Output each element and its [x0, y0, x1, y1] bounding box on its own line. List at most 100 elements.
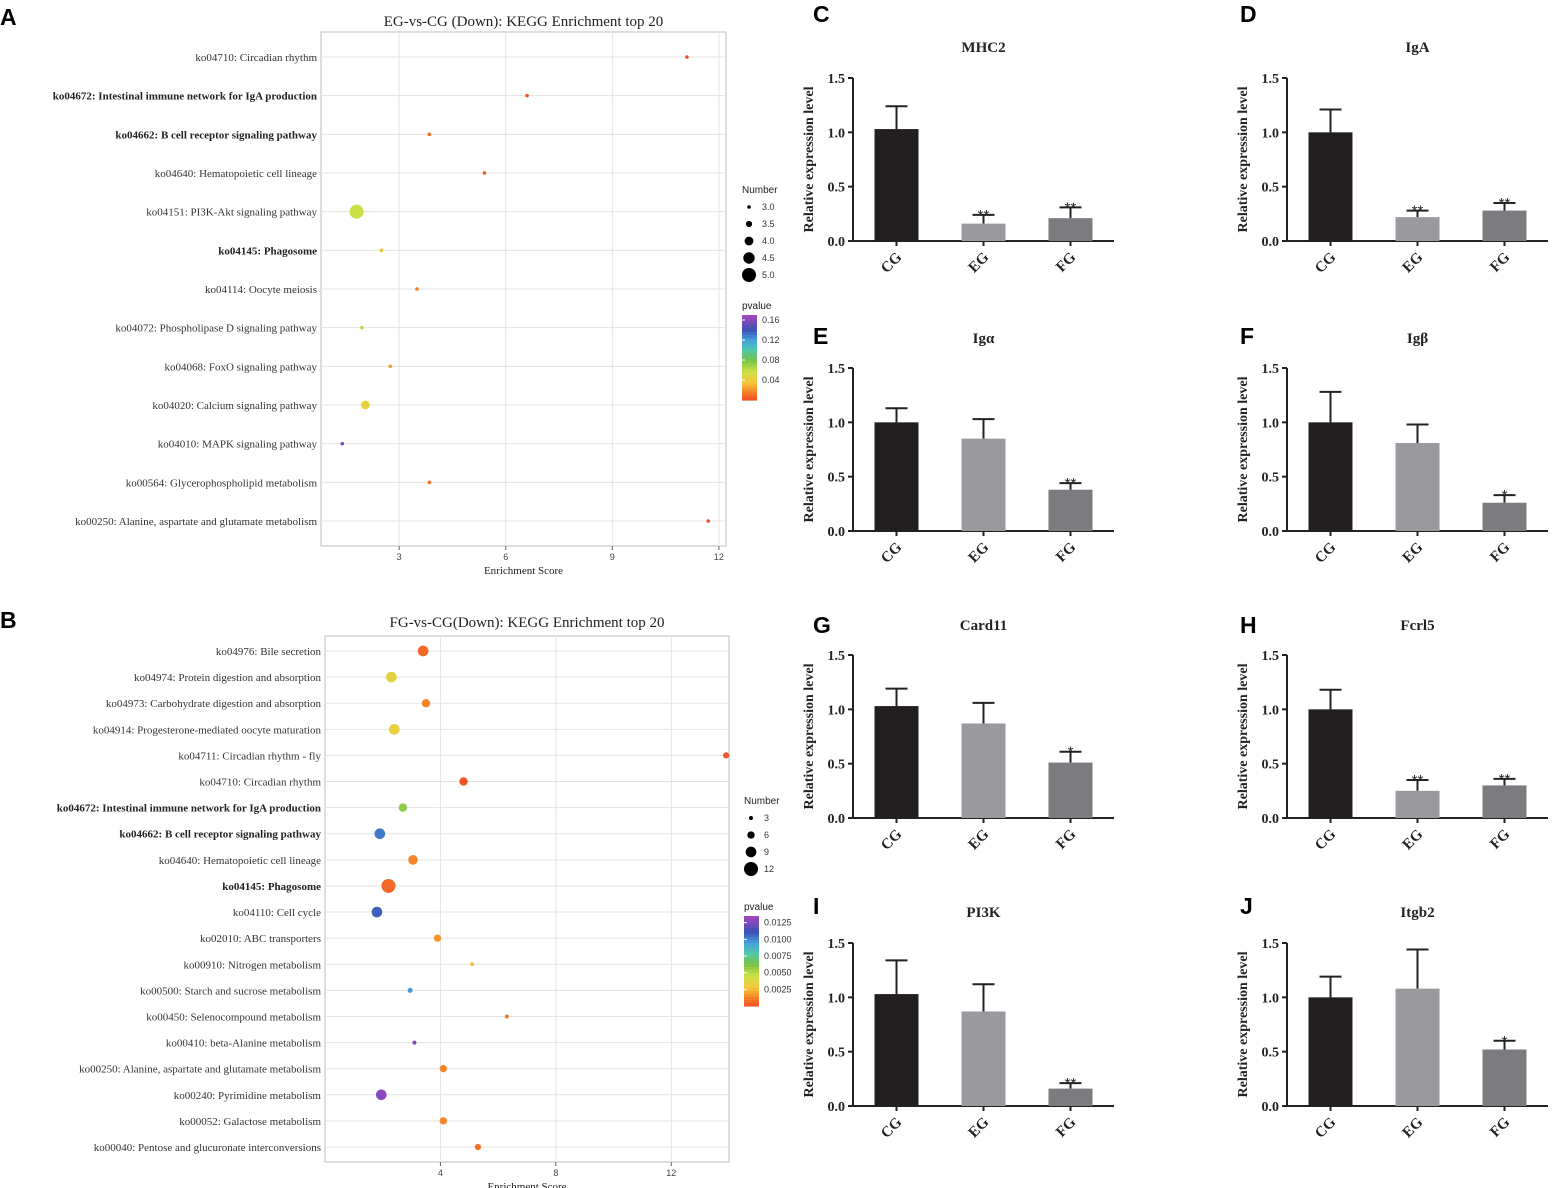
color-legend-swatch: [744, 946, 759, 950]
point-ko04976: [417, 645, 429, 657]
y-tick-label: 0.0: [828, 235, 846, 250]
point-ko04068: [388, 364, 393, 369]
pathway-label-ko00240: ko00240: Pyrimidine metabolism: [174, 1090, 322, 1102]
panel-label: J: [1240, 893, 1253, 919]
x-tick-label-eg: EG: [966, 539, 993, 566]
significance-mark-fg: *: [1502, 487, 1508, 504]
color-legend-swatch: [742, 315, 757, 319]
y-axis-label: Relative expression level: [1236, 951, 1251, 1097]
color-legend-swatch: [742, 394, 757, 398]
x-tick-label-cg: CG: [878, 249, 905, 276]
color-legend-swatch: [744, 1003, 759, 1007]
y-tick-label: 0.0: [828, 1100, 846, 1115]
significance-mark-fg: *: [1502, 1033, 1508, 1050]
y-tick-label: 0.5: [1262, 758, 1280, 773]
y-tick-label: 0.0: [1262, 525, 1280, 540]
size-legend-title: Number: [744, 796, 780, 807]
color-legend-swatch: [742, 332, 757, 336]
color-legend-swatch: [744, 958, 759, 962]
bar-eg: [961, 723, 1006, 818]
pathway-label-ko04710: ko04710: Circadian rhythm: [195, 52, 317, 64]
pathway-label-ko04020: ko04020: Calcium signaling pathway: [152, 400, 317, 412]
pathway-label-ko04976: ko04976: Bile secretion: [216, 646, 322, 658]
pathway-label-ko02010: ko02010: ABC transporters: [200, 933, 321, 945]
x-tick-label-fg: FG: [1487, 826, 1513, 852]
color-legend-swatch: [742, 349, 757, 353]
color-legend-swatch: [742, 388, 757, 393]
pathway-label-ko00450: ko00450: Selenocompound metabolism: [146, 1011, 321, 1023]
size-legend-label: 12: [764, 864, 774, 874]
pathway-label-ko04914: ko04914: Progesterone-mediated oocyte ma…: [93, 724, 322, 736]
point-ko04114: [415, 287, 419, 291]
color-legend-swatch: [744, 982, 759, 986]
y-tick-label: 1.0: [1262, 126, 1280, 141]
y-tick-label: 1.0: [828, 126, 846, 141]
panel-c-bar-chart: C MHC2 Relative expression level 0.0 0.5 1.0 1…: [802, 1, 1114, 277]
bar-cg: [1308, 997, 1353, 1106]
color-legend-swatch: [744, 952, 759, 956]
bar-fg: [1048, 1088, 1093, 1106]
color-legend-swatch: [742, 317, 757, 322]
x-tick-label: 8: [553, 1168, 558, 1178]
size-legend-dot: [747, 831, 755, 839]
bar-eg: [1395, 988, 1440, 1106]
pathway-label-ko04662: ko04662: B cell receptor signaling pathw…: [115, 129, 317, 141]
chart-title: Card11: [960, 618, 1008, 634]
y-axis-label: Relative expression level: [1236, 376, 1251, 522]
point-ko04710: [685, 55, 689, 59]
x-tick-label-fg: FG: [1053, 1114, 1079, 1140]
bar-fg: [1482, 210, 1527, 241]
bar-cg: [1308, 709, 1353, 818]
y-tick-label: 1.0: [828, 416, 846, 431]
bar-eg: [961, 223, 1006, 241]
size-legend-label: 4.0: [762, 236, 775, 246]
pathway-label-ko00500: ko00500: Starch and sucrose metabolism: [140, 985, 321, 997]
color-legend-label: 0.0125: [764, 918, 792, 928]
y-tick-label: 0.5: [1262, 471, 1280, 486]
color-legend-label: 0.08: [762, 355, 780, 365]
pathway-label-ko04710: ko04710: Circadian rhythm: [199, 777, 321, 789]
pathway-label-ko04973: ko04973: Carbohydrate digestion and abso…: [106, 698, 322, 710]
x-tick-label: 3: [397, 552, 402, 562]
size-legend-dot: [743, 252, 755, 264]
point-ko02010: [433, 934, 442, 942]
point-ko04672: [398, 803, 408, 812]
x-tick-label-fg: FG: [1053, 249, 1079, 275]
bar-eg: [1395, 442, 1440, 531]
significance-mark-fg: **: [1065, 475, 1077, 492]
x-axis-label: Enrichment Score: [484, 565, 563, 577]
panel-label: I: [813, 893, 819, 919]
y-tick-label: 1.0: [1262, 703, 1280, 718]
pathway-label-ko04010: ko04010: MAPK signaling pathway: [158, 439, 318, 451]
point-ko04020: [361, 400, 370, 410]
color-legend-swatch: [742, 329, 757, 333]
color-legend-swatch: [742, 326, 757, 330]
color-legend-swatch: [742, 397, 757, 401]
size-legend-dot: [749, 816, 753, 820]
pathway-label-ko04110: ko04110: Cell cycle: [233, 907, 321, 919]
color-legend-label: 0.0025: [764, 984, 792, 994]
bar-fg: [1482, 1049, 1527, 1106]
pathway-label-ko04711: ko04711: Circadian rhythm - fly: [178, 750, 321, 762]
y-tick-label: 0.0: [1262, 812, 1280, 827]
size-legend-dot: [745, 846, 757, 858]
point-ko04010: [340, 441, 345, 446]
chart-title: PI3K: [966, 905, 1001, 921]
x-tick-label-fg: FG: [1487, 539, 1513, 565]
chart-title: MHC2: [961, 40, 1005, 56]
x-tick-label-cg: CG: [1312, 249, 1339, 276]
y-tick-label: 1.5: [1262, 937, 1280, 952]
point-ko00564: [427, 480, 432, 485]
color-legend-swatch: [744, 973, 759, 977]
point-ko04710: [459, 777, 468, 786]
chart-title: Igα: [973, 331, 995, 347]
chart-title: EG-vs-CG (Down): KEGG Enrichment top 20: [384, 14, 664, 30]
y-tick-label: 0.0: [828, 525, 846, 540]
point-ko00240: [375, 1089, 387, 1101]
panel-a-kegg-dotplot: A EG-vs-CG (Down): KEGG Enrichment top 20…: [0, 4, 780, 577]
bar-fg: [1048, 218, 1093, 241]
color-legend-swatch: [742, 363, 757, 367]
plot-area: [324, 635, 730, 1163]
point-ko00500: [407, 987, 413, 993]
bar-cg: [874, 994, 919, 1106]
